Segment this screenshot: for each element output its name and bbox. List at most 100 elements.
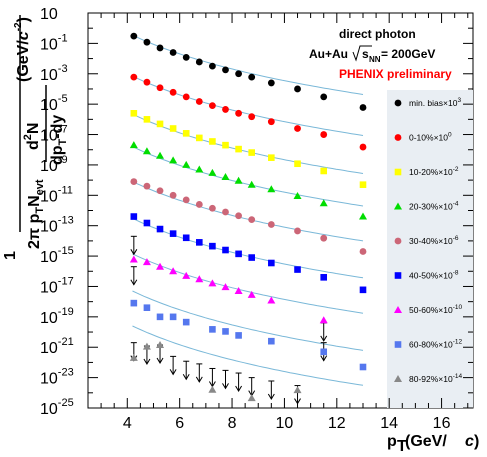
fit-curve <box>132 290 364 351</box>
legend-entry: 30-40%×10-6 <box>409 235 459 246</box>
fit-curve <box>132 217 364 279</box>
data-point <box>143 116 151 123</box>
x-tick-label: 10 <box>276 415 294 432</box>
upper-limit-head <box>320 335 328 342</box>
y-tick-label: 10-15 <box>40 245 74 266</box>
data-point <box>294 85 301 93</box>
data-point <box>268 337 275 345</box>
data-point <box>221 283 230 291</box>
data-point <box>156 187 164 195</box>
data-point <box>130 73 138 81</box>
data-point <box>359 248 367 255</box>
x-axis-label: p T (GeV/ c ) <box>387 433 479 455</box>
y-tick-label: 10-9 <box>40 154 68 175</box>
data-point <box>320 167 328 175</box>
svg-text:): ) <box>474 433 479 450</box>
legend-marker <box>394 134 402 141</box>
x-tick-label: 4 <box>123 415 132 432</box>
data-point <box>130 110 138 117</box>
data-point <box>143 219 151 227</box>
legend-entry: 50-60%×10-10 <box>409 304 462 315</box>
data-point <box>195 165 204 173</box>
data-point <box>156 341 165 349</box>
fit-curve <box>132 181 364 242</box>
data-point <box>319 316 328 324</box>
data-point <box>143 304 151 311</box>
svg-text:T: T <box>397 438 407 455</box>
data-point <box>294 266 301 273</box>
upper-limit-head <box>235 385 243 393</box>
annotation-phenix: PHENIX preliminary <box>339 67 452 81</box>
legend-entry: 40-50%×10-8 <box>409 270 459 281</box>
legend-marker <box>394 306 402 313</box>
data-point <box>319 199 328 207</box>
y-tick-label: 10 <box>40 6 58 23</box>
data-point <box>359 363 367 371</box>
data-point <box>248 254 255 261</box>
data-point <box>156 44 164 52</box>
data-point <box>169 88 177 96</box>
data-point <box>320 93 328 101</box>
data-point <box>268 259 275 267</box>
svg-text:d2N: d2N <box>22 123 42 150</box>
data-point <box>320 131 328 138</box>
data-point <box>143 38 151 46</box>
data-point <box>247 394 256 402</box>
data-point <box>293 386 302 394</box>
data-point <box>221 173 230 181</box>
data-point <box>222 66 229 74</box>
data-point <box>222 208 229 216</box>
data-point <box>208 279 217 287</box>
data-point <box>130 32 138 40</box>
data-point <box>156 151 165 159</box>
upper-limit-head <box>294 398 301 405</box>
data-point <box>156 313 164 321</box>
data-point <box>169 191 177 199</box>
svg-text:= 200GeV: = 200GeV <box>381 47 435 61</box>
fit-curve <box>132 146 364 207</box>
data-point <box>222 328 229 335</box>
data-point <box>268 154 275 161</box>
legend-entry: min. bias×103 <box>409 97 461 108</box>
data-point <box>182 53 190 61</box>
data-point <box>129 141 138 149</box>
x-tick-label: 6 <box>175 415 184 432</box>
legend-entry: 20-30%×10-4 <box>409 201 459 212</box>
svg-text:s: s <box>362 47 369 61</box>
annotation-collision: Au+Au s NN = 200GeV <box>309 45 435 64</box>
upper-limit-head <box>222 383 229 390</box>
y-tick-label: 10-11 <box>40 184 73 205</box>
data-point <box>247 180 256 188</box>
data-point <box>169 230 177 237</box>
y-tick-label: 10-17 <box>40 275 74 296</box>
data-point <box>195 98 203 105</box>
data-point <box>182 130 190 137</box>
data-point <box>182 234 190 242</box>
legend-marker <box>394 341 402 348</box>
legend: min. bias×103 0-10%×100 10-20%×10-2 20-30%×… <box>394 97 462 384</box>
data-point <box>222 106 229 113</box>
data-point <box>208 385 217 393</box>
data-point <box>169 125 177 132</box>
x-tick-label: 14 <box>380 415 398 432</box>
data-point <box>195 58 203 66</box>
data-point <box>196 134 203 142</box>
data-point <box>129 353 138 361</box>
data-point <box>359 212 367 220</box>
data-point <box>169 156 178 164</box>
upper-limit-head <box>195 376 203 383</box>
data-point <box>182 93 190 101</box>
legend-marker <box>394 202 402 210</box>
y-tick-label: 10-21 <box>40 336 74 357</box>
axis-ticks <box>88 12 473 409</box>
data-point <box>130 178 138 185</box>
svg-text:2π pTNevt: 2π pTNevt <box>26 179 46 249</box>
fit-curve <box>132 34 364 95</box>
data-point <box>235 212 242 220</box>
data-point <box>267 296 276 304</box>
data-point <box>267 185 276 193</box>
legend-marker <box>394 237 402 245</box>
legend-entry: 0-10%×100 <box>409 132 452 143</box>
legend-marker <box>394 272 402 279</box>
data-point <box>182 318 190 326</box>
